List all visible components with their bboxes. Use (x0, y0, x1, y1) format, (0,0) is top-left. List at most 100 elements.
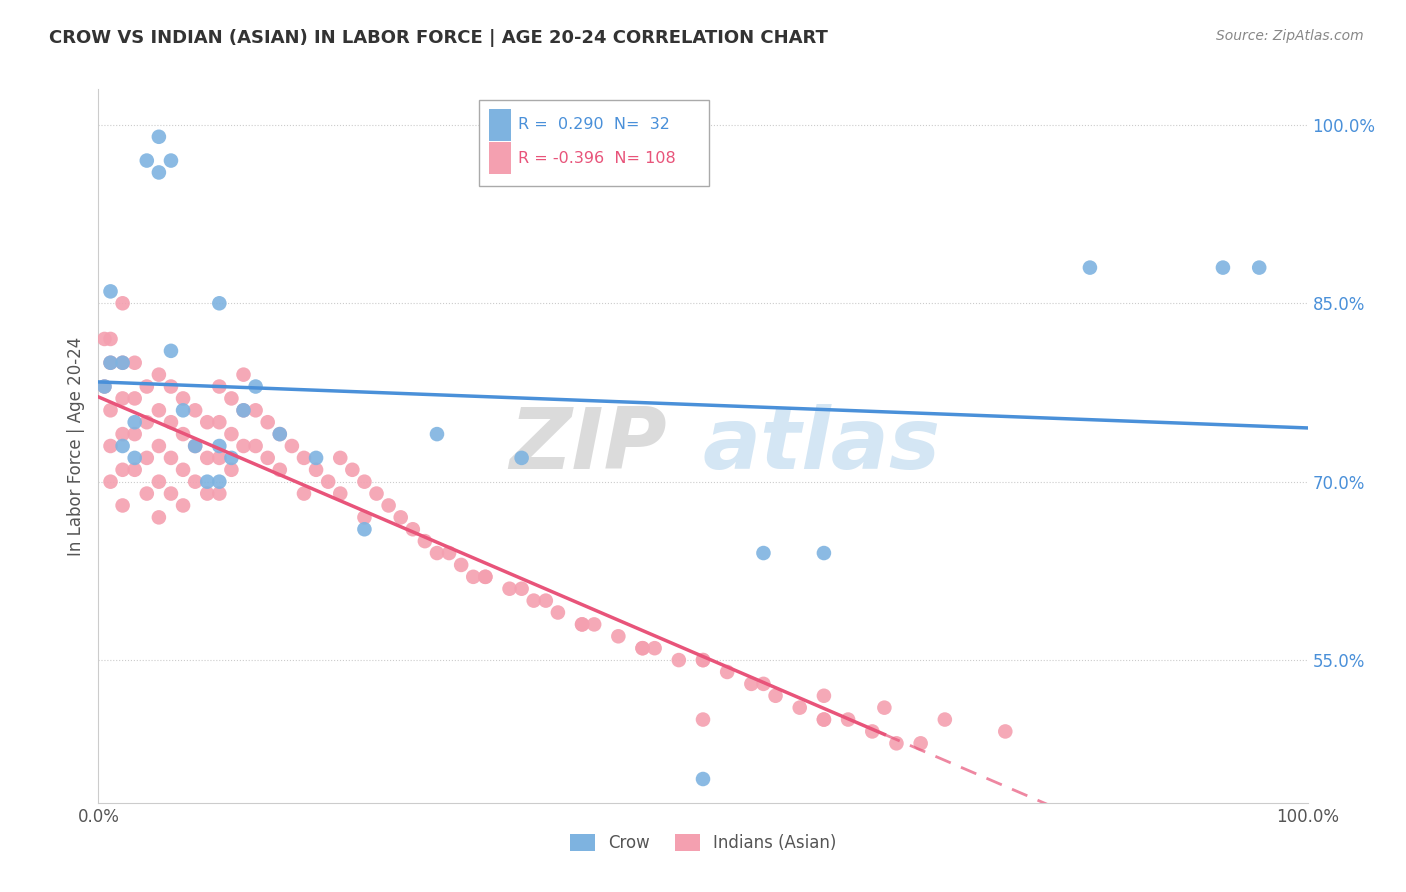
Point (765, 689, 787, 703)
Point (195, 415, 218, 429)
Point (111, 463, 134, 477)
Point (860, 724, 883, 739)
Point (221, 427, 243, 442)
Point (437, 546, 460, 560)
Point (124, 427, 146, 442)
Point (534, 593, 557, 607)
Point (148, 403, 170, 417)
Point (93, 332, 115, 346)
Point (269, 427, 291, 442)
Point (100, 356, 122, 370)
Point (221, 450, 243, 465)
Point (789, 700, 811, 714)
Point (547, 606, 569, 620)
Point (100, 356, 122, 370)
Point (1249, 260, 1271, 275)
Point (160, 450, 183, 465)
Point (160, 415, 183, 429)
Point (631, 641, 654, 656)
Point (111, 356, 134, 370)
Point (692, 713, 714, 727)
Point (389, 510, 412, 524)
Point (692, 653, 714, 667)
Point (172, 427, 194, 442)
Point (184, 403, 207, 417)
Point (305, 463, 328, 477)
Point (124, 463, 146, 477)
Point (124, 415, 146, 429)
Point (172, 403, 194, 417)
Point (232, 403, 254, 417)
Point (111, 392, 134, 406)
Point (316, 475, 339, 489)
Point (93, 379, 115, 393)
Point (160, 343, 183, 358)
Point (100, 285, 122, 299)
Point (245, 439, 267, 453)
Point (172, 463, 194, 477)
Point (353, 510, 375, 524)
Point (450, 558, 472, 572)
Point (1212, 260, 1234, 275)
Point (934, 713, 956, 727)
Point (740, 677, 762, 691)
Point (124, 392, 146, 406)
Text: R = -0.396  N= 108: R = -0.396 N= 108 (517, 151, 676, 166)
Point (184, 475, 207, 489)
Text: Source: ZipAtlas.com: Source: ZipAtlas.com (1216, 29, 1364, 44)
Point (135, 415, 157, 429)
Point (474, 570, 496, 584)
Point (208, 379, 231, 393)
Point (886, 736, 908, 750)
Point (100, 403, 122, 417)
Point (135, 450, 157, 465)
Bar (489, 109, 510, 141)
Point (148, 475, 170, 489)
Point (994, 724, 1017, 739)
Point (195, 475, 218, 489)
Text: R =  0.290  N=  32: R = 0.290 N= 32 (517, 118, 669, 132)
Point (100, 439, 122, 453)
Point (644, 641, 666, 656)
Point (353, 522, 375, 536)
Point (873, 700, 896, 714)
Point (292, 486, 315, 500)
Point (135, 486, 157, 500)
Point (523, 593, 546, 607)
Legend: Crow, Indians (Asian): Crow, Indians (Asian) (562, 827, 844, 859)
Point (245, 403, 267, 417)
Point (208, 296, 231, 310)
Point (256, 415, 278, 429)
Point (184, 439, 207, 453)
Point (752, 546, 775, 560)
Point (111, 499, 134, 513)
Point (160, 486, 183, 500)
Point (208, 439, 231, 453)
Point (813, 713, 835, 727)
Point (631, 641, 654, 656)
Point (124, 356, 146, 370)
Text: atlas: atlas (703, 404, 941, 488)
Point (232, 368, 254, 382)
Point (148, 129, 170, 144)
Point (148, 510, 170, 524)
Point (148, 165, 170, 179)
Bar (489, 143, 510, 175)
Point (305, 450, 328, 465)
Point (195, 486, 218, 500)
Point (221, 463, 243, 477)
Point (208, 475, 231, 489)
Point (1078, 260, 1101, 275)
Point (281, 439, 304, 453)
Point (245, 379, 267, 393)
Point (716, 665, 738, 679)
Point (111, 356, 134, 370)
Point (910, 736, 932, 750)
Point (583, 617, 606, 632)
Point (837, 713, 859, 727)
Point (571, 617, 593, 632)
Point (474, 570, 496, 584)
Point (366, 486, 388, 500)
Point (184, 439, 207, 453)
Text: CROW VS INDIAN (ASIAN) IN LABOR FORCE | AGE 20-24 CORRELATION CHART: CROW VS INDIAN (ASIAN) IN LABOR FORCE | … (49, 29, 828, 47)
